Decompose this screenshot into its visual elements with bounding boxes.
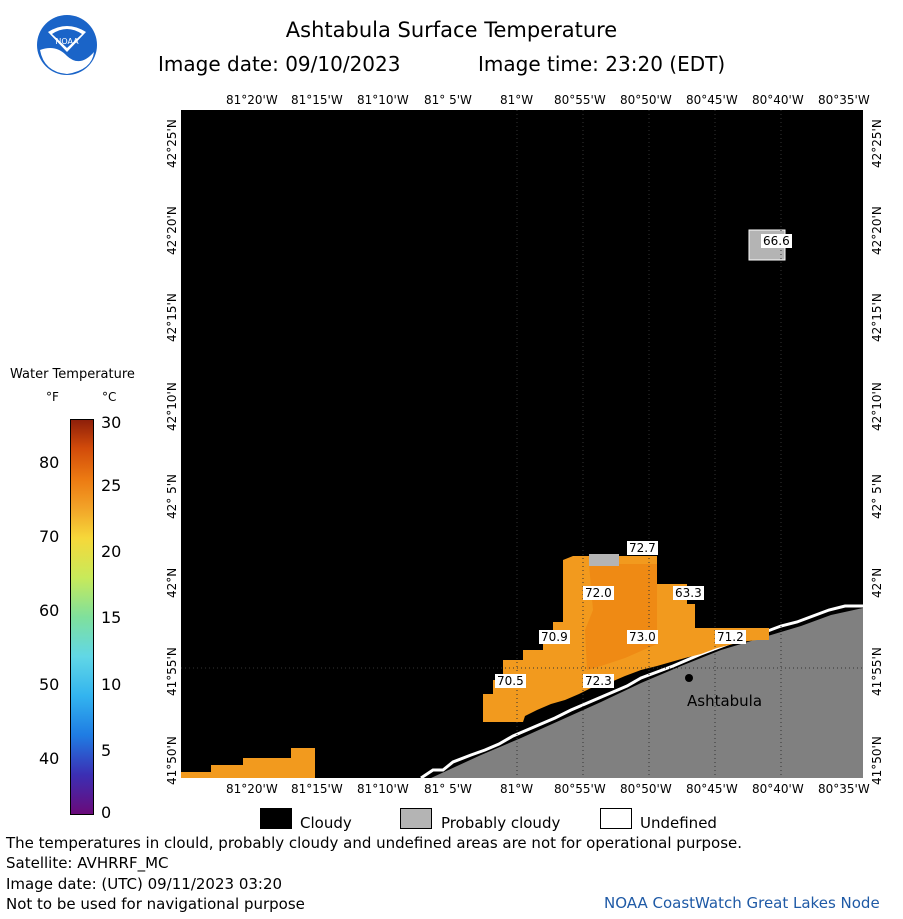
warm-water-west: [181, 748, 315, 778]
lon-label: 80°50'W: [620, 93, 672, 107]
lat-label: 42°10'N: [165, 382, 179, 431]
lon-label: 81°15'W: [291, 782, 343, 796]
temp-label: 73.0: [627, 630, 658, 644]
unit-celsius: °C: [102, 390, 117, 404]
node-credit: NOAA CoastWatch Great Lakes Node: [604, 894, 880, 912]
city-label: Ashtabula: [687, 692, 763, 710]
probably-cloudy-label: Probably cloudy: [441, 814, 561, 832]
lon-label: 81°20'W: [226, 93, 278, 107]
cloudy-label: Cloudy: [300, 814, 352, 832]
color-bar: [70, 419, 94, 815]
temp-label: 63.3: [673, 586, 704, 600]
lon-label: 80°40'W: [752, 782, 804, 796]
fahrenheit-tick: 60: [39, 601, 60, 620]
probably-cloudy-patch: [589, 554, 619, 566]
utc-date: Image date: (UTC) 09/11/2023 03:20: [6, 875, 283, 893]
fahrenheit-tick: 50: [39, 675, 60, 694]
navigation-warning: Not to be used for navigational purpose: [6, 895, 305, 913]
lat-label: 42° 5'N: [870, 474, 884, 519]
lon-label: 80°55'W: [554, 93, 606, 107]
page-title: Ashtabula Surface Temperature: [285, 18, 618, 42]
celsius-tick: 0: [101, 803, 112, 822]
lat-label: 42°25'N: [870, 119, 884, 168]
lat-label: 42°15'N: [165, 293, 179, 342]
temp-label: 72.0: [583, 586, 614, 600]
unit-fahrenheit: °F: [46, 390, 59, 404]
celsius-tick: 30: [101, 413, 122, 432]
disclaimer: The temperatures in clould, probably clo…: [6, 834, 743, 852]
svg-text:NOAA: NOAA: [55, 37, 79, 46]
lon-label: 80°50'W: [620, 782, 672, 796]
lon-label: 81° 5'W: [424, 782, 472, 796]
temp-label: 70.5: [495, 674, 526, 688]
lon-label: 80°35'W: [818, 93, 870, 107]
noaa-logo: NOAA: [36, 14, 98, 76]
lat-label: 42°20'N: [870, 206, 884, 255]
celsius-tick: 25: [101, 476, 122, 495]
lat-label: 42°N: [870, 567, 884, 598]
lat-label: 42°25'N: [165, 119, 179, 168]
probably-cloudy-swatch: [400, 808, 432, 829]
image-time: Image time: 23:20 (EDT): [478, 52, 726, 76]
lon-label: 81° 5'W: [424, 93, 472, 107]
lat-label: 42°15'N: [870, 293, 884, 342]
lon-label: 81°15'W: [291, 93, 343, 107]
lon-label: 81°10'W: [357, 93, 409, 107]
lon-label: 81°W: [500, 93, 534, 107]
undefined-swatch: [600, 808, 632, 829]
celsius-tick: 10: [101, 675, 122, 694]
temp-label: 72.3: [583, 674, 614, 688]
fahrenheit-tick: 80: [39, 453, 60, 472]
lon-label: 80°45'W: [686, 782, 738, 796]
lat-label: 42° 5'N: [165, 474, 179, 519]
celsius-tick: 20: [101, 542, 122, 561]
fahrenheit-tick: 40: [39, 749, 60, 768]
lon-label: 80°35'W: [818, 782, 870, 796]
land-area: [431, 608, 863, 778]
celsius-tick: 5: [101, 741, 112, 760]
satellite: Satellite: AVHRRF_MC: [6, 854, 169, 872]
lat-label: 41°55'N: [870, 647, 884, 696]
image-date: Image date: 09/10/2023: [158, 52, 401, 76]
fahrenheit-tick: 70: [39, 527, 60, 546]
celsius-tick: 15: [101, 608, 122, 627]
temp-label: 71.2: [715, 630, 746, 644]
lon-label: 81°W: [500, 782, 534, 796]
lon-label: 80°55'W: [554, 782, 606, 796]
lon-label: 81°20'W: [226, 782, 278, 796]
lat-label: 41°50'N: [870, 736, 884, 785]
city-marker: [685, 674, 693, 682]
lat-label: 41°55'N: [165, 647, 179, 696]
temp-label: 70.9: [539, 630, 570, 644]
temp-label: 66.6: [761, 234, 792, 248]
lat-label: 41°50'N: [165, 736, 179, 785]
lat-label: 42°10'N: [870, 382, 884, 431]
temp-label: 72.7: [627, 541, 658, 555]
undefined-label: Undefined: [640, 814, 717, 832]
lon-label: 80°40'W: [752, 93, 804, 107]
cloudy-swatch: [260, 808, 292, 829]
sst-map: 66.6 72.7 72.0 63.3 70.9 73.0 71.2 70.5 …: [181, 110, 863, 778]
lat-label: 42°20'N: [165, 206, 179, 255]
lon-label: 80°45'W: [686, 93, 738, 107]
lon-label: 81°10'W: [357, 782, 409, 796]
lat-label: 42°N: [165, 567, 179, 598]
legend-title: Water Temperature: [10, 367, 135, 382]
